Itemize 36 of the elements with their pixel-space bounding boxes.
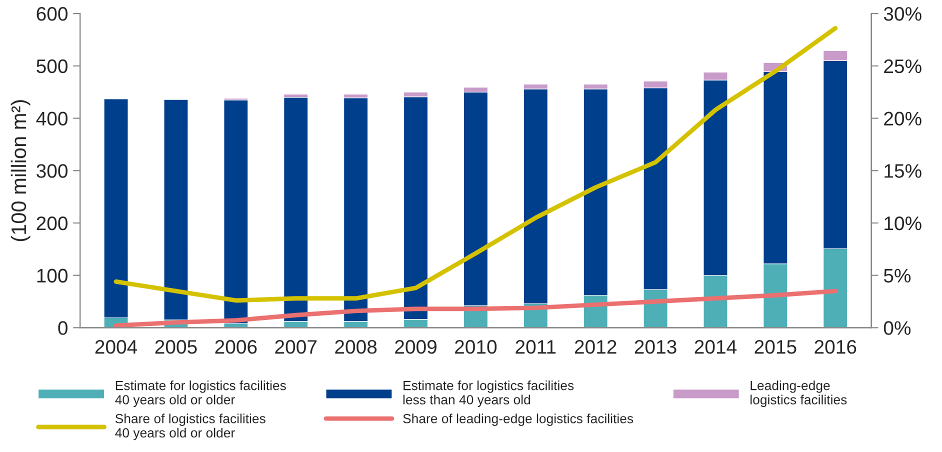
y-tick-label: 300: [36, 164, 68, 178]
bar: [224, 100, 248, 324]
y2-tick-label: 15%: [884, 164, 922, 178]
x-tick-label: 2004: [95, 340, 138, 354]
line-series: [114, 26, 838, 303]
legend-label: Estimate for logistics facilities 40 years old or older: [115, 380, 286, 408]
y-tick-label: 200: [36, 216, 68, 230]
y2-tick-label: 0%: [884, 321, 911, 335]
x-tick-label: 2011: [516, 340, 556, 354]
x-tick-label: 2008: [335, 340, 377, 354]
x-tick-label: 2009: [395, 340, 436, 354]
x-tick-label: 2016: [814, 340, 856, 354]
legend-label: Leading-edge logistics facilities: [750, 380, 847, 408]
y2-tick-label: 20%: [884, 112, 922, 126]
x-tick-label: 2014: [694, 340, 737, 354]
y-tick-label: 400: [36, 112, 68, 126]
x-tick-label: 2007: [275, 340, 317, 354]
y2-tick-label: 5%: [884, 268, 911, 283]
line-series: [114, 288, 838, 328]
x-tick-label: 2005: [155, 340, 197, 354]
x-tick-label: 2015: [754, 340, 796, 354]
y2-tick-label: 25%: [884, 59, 922, 74]
y-tick-label: 100: [37, 268, 68, 283]
legend-label: Estimate for logistics facilities less than 40 years old: [403, 380, 574, 408]
y2-tick-label: 30%: [884, 7, 922, 21]
y-tick-label: 0: [58, 321, 68, 335]
x-tick-label: 2010: [455, 340, 497, 354]
x-tick-label: 2012: [574, 340, 616, 354]
y2-tick-label: 10%: [884, 216, 922, 230]
x-tick-label: 2006: [215, 340, 257, 354]
y-tick-label: 600: [36, 7, 68, 21]
legend-label: Share of leading-edge logistics facilities: [403, 414, 634, 426]
y-tick-label: 500: [36, 59, 68, 74]
legend-label: Share of logistics facilities 40 years old or older: [115, 414, 266, 440]
y-axis-title: (100 million m²): [10, 100, 30, 242]
x-tick-label: 2013: [634, 340, 676, 354]
